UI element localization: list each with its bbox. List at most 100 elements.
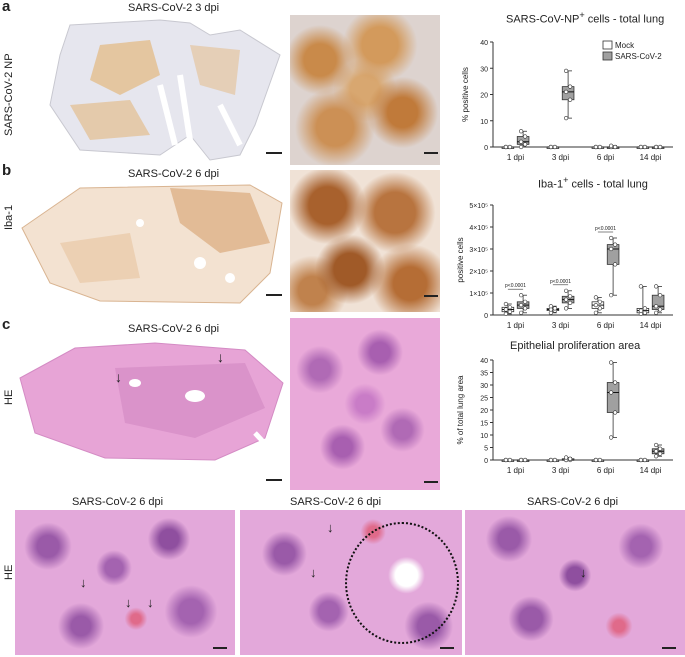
data-point bbox=[638, 144, 643, 150]
data-point bbox=[654, 144, 659, 150]
data-point bbox=[597, 299, 602, 304]
y-tick-label: 10 bbox=[480, 119, 488, 126]
box bbox=[606, 244, 620, 265]
data-point bbox=[564, 89, 569, 94]
data-point bbox=[507, 457, 512, 463]
y-axis-label: positive cells bbox=[456, 237, 465, 282]
y-tick-label: 0 bbox=[484, 458, 488, 465]
data-point bbox=[654, 449, 659, 454]
data-point bbox=[503, 307, 508, 312]
scale-bar bbox=[424, 152, 438, 154]
y-tick-label: 25 bbox=[480, 396, 488, 403]
arrow-icon: ↓ bbox=[115, 369, 122, 385]
data-point bbox=[593, 303, 598, 308]
data-point bbox=[593, 295, 598, 300]
x-tick-label: 3 dpi bbox=[552, 466, 570, 475]
data-point bbox=[564, 288, 569, 293]
data-point bbox=[658, 451, 663, 456]
scale-bar bbox=[213, 647, 227, 649]
data-point bbox=[597, 306, 602, 311]
data-point bbox=[564, 68, 569, 73]
dotted-ellipse-annotation bbox=[345, 522, 459, 644]
arrow-icon: ↓ bbox=[80, 575, 87, 590]
data-point bbox=[548, 304, 553, 309]
legend-label: Mock bbox=[615, 41, 635, 50]
y-tick-label: 5 bbox=[484, 446, 488, 453]
x-tick-label: 1 dpi bbox=[507, 153, 525, 162]
data-point bbox=[658, 144, 663, 150]
data-point bbox=[503, 144, 508, 150]
y-tick-label: 30 bbox=[480, 383, 488, 390]
caption-bottom-2: SARS-CoV-2 6 dpi bbox=[290, 496, 382, 508]
data-point bbox=[613, 262, 618, 267]
legend-label: SARS-CoV-2 bbox=[615, 52, 662, 61]
legend-swatch bbox=[602, 51, 613, 61]
box bbox=[606, 382, 620, 413]
row-label-np: SARS-CoV-2 NP bbox=[3, 53, 15, 136]
data-point bbox=[568, 84, 573, 89]
data-point bbox=[519, 457, 524, 463]
x-tick-label: 1 dpi bbox=[507, 321, 525, 330]
data-point bbox=[519, 310, 524, 315]
lung-section-np-image bbox=[40, 15, 285, 165]
arrow-icon: ↓ bbox=[580, 565, 587, 580]
p-value-label: p<0.0001 bbox=[550, 279, 571, 285]
data-point bbox=[613, 242, 618, 247]
data-point bbox=[642, 457, 647, 463]
caption-a: SARS-CoV-2 3 dpi bbox=[128, 2, 220, 14]
box bbox=[561, 86, 575, 101]
x-tick-label: 3 dpi bbox=[552, 153, 570, 162]
arrow-icon: ↓ bbox=[147, 595, 154, 610]
data-point bbox=[609, 235, 614, 241]
panel-label-a: a bbox=[2, 0, 11, 15]
data-point bbox=[568, 294, 573, 299]
y-tick-label: 40 bbox=[480, 358, 488, 365]
data-point bbox=[503, 311, 508, 316]
y-axis-label: % of total lung area bbox=[456, 375, 465, 444]
data-point bbox=[658, 446, 663, 451]
data-point bbox=[609, 293, 614, 298]
data-point bbox=[568, 456, 573, 461]
chart-title: Epithelial proliferation area bbox=[510, 340, 641, 352]
arrow-icon: ↓ bbox=[327, 520, 334, 535]
y-tick-label: 20 bbox=[480, 93, 488, 100]
data-point bbox=[609, 143, 614, 148]
x-tick-label: 14 dpi bbox=[640, 153, 662, 162]
arrow-icon: ↓ bbox=[125, 595, 132, 610]
data-point bbox=[609, 246, 614, 252]
data-point bbox=[523, 457, 528, 463]
he-bottom-image-1 bbox=[15, 510, 235, 655]
lung-section-iba-image bbox=[20, 183, 285, 308]
x-tick-label: 14 dpi bbox=[640, 321, 662, 330]
data-point bbox=[613, 410, 618, 415]
x-tick-label: 3 dpi bbox=[552, 321, 570, 330]
chart-iba: Iba-1+ cells - total lung 0 1×10⁵ 2×10⁵ 3×1… bbox=[448, 175, 683, 335]
iba-stain-detail-image bbox=[290, 170, 440, 312]
data-point bbox=[654, 454, 659, 459]
data-point bbox=[503, 457, 508, 463]
he-bottom-image-3 bbox=[465, 510, 685, 655]
data-point bbox=[568, 300, 573, 305]
chart-epithelial: Epithelial proliferation area 0 5 10 15 20 25… bbox=[448, 340, 683, 495]
x-tick-label: 6 dpi bbox=[597, 153, 615, 162]
data-point bbox=[552, 144, 557, 150]
caption-b: SARS-CoV-2 6 dpi bbox=[128, 168, 220, 180]
data-point bbox=[654, 304, 659, 309]
data-point bbox=[519, 139, 524, 144]
arrow-icon: ↓ bbox=[217, 349, 224, 365]
x-tick-label: 1 dpi bbox=[507, 466, 525, 475]
y-tick-label: 40 bbox=[480, 40, 488, 47]
data-point bbox=[638, 284, 643, 289]
data-point bbox=[642, 306, 647, 311]
chart-title: Iba-1+ cells - total lung bbox=[538, 175, 648, 191]
data-point bbox=[564, 455, 569, 460]
caption-c: SARS-CoV-2 6 dpi bbox=[128, 323, 220, 335]
chart-title: SARS-CoV-NP+ cells - total lung bbox=[506, 10, 665, 26]
data-point bbox=[552, 306, 557, 311]
he-detail-image bbox=[290, 318, 440, 490]
data-point bbox=[519, 303, 524, 308]
y-tick-label: 15 bbox=[480, 421, 488, 428]
y-tick-label: 2×10⁵ bbox=[469, 269, 488, 276]
y-tick-label: 1×10⁵ bbox=[469, 291, 488, 298]
data-point bbox=[548, 144, 553, 150]
